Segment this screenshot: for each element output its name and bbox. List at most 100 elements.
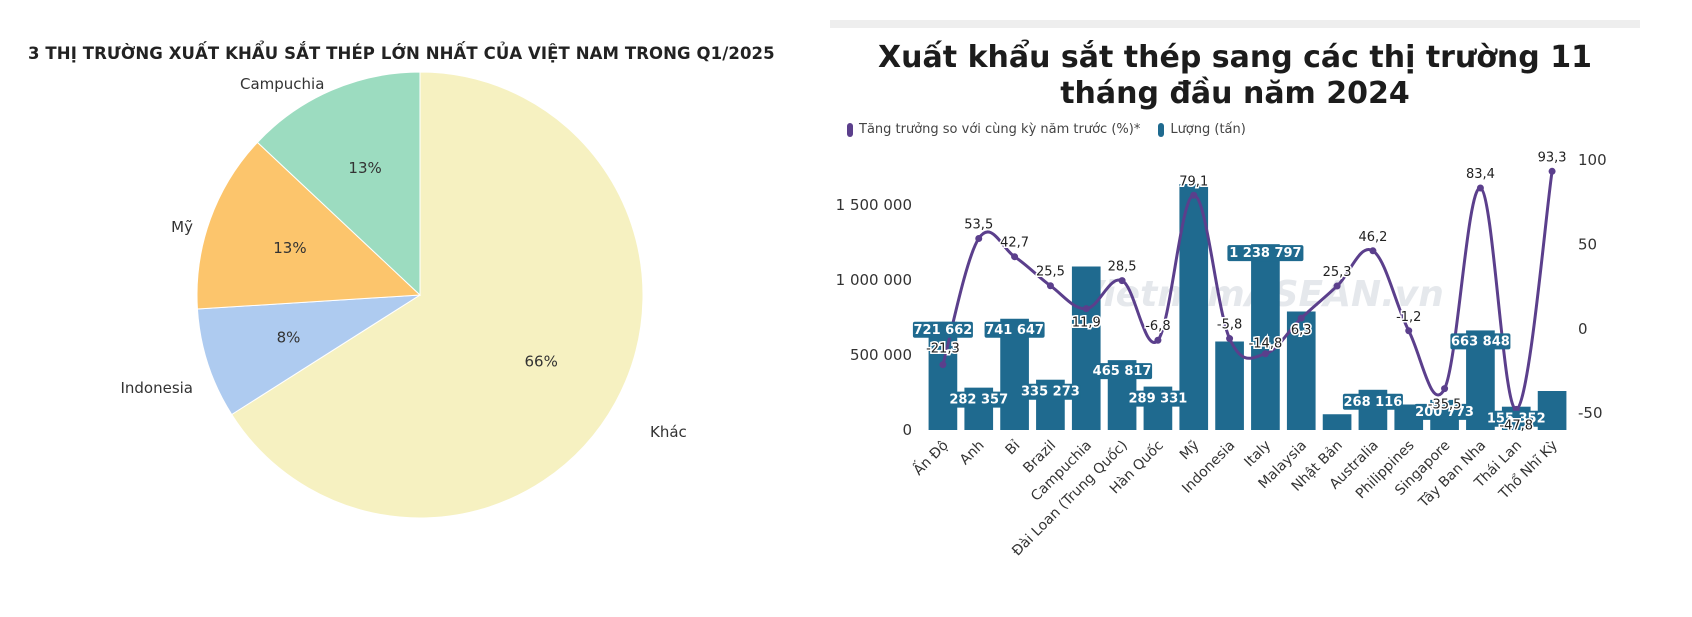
pie-slice-2 [196,141,422,310]
bar-label-bg [912,321,973,338]
y-left-tick-label: 500 000 [850,346,912,364]
pie-percent-label: 66% [524,353,557,371]
growth-value-label: 25,3 [1323,265,1352,280]
x-category-label: Mỹ [1177,438,1203,464]
bar-label-bg [1020,383,1081,400]
bar-value-label-group: 268 116 [1342,393,1403,410]
pie-percent-label: 13% [273,239,306,257]
bar-value-label: 282 357 [949,393,1008,408]
bar-11 [1322,414,1352,430]
pie-percent-label: 13% [348,159,381,177]
y-left-tick-label: 0 [902,421,912,439]
x-category-label: Italy [1241,438,1274,471]
bar-value-label-group: 465 817 [1092,363,1153,380]
legend-label-growth: Tăng trưởng so với cùng kỳ năm trước (%)… [859,122,1141,137]
bar-value-label-group: 282 357 [948,391,1009,408]
y-left-tick-label: 1 500 000 [836,196,912,214]
bar-value-label: 155 352 [1487,412,1546,427]
growth-value-label: 42,7 [1000,236,1029,251]
pie-category-label: Campuchia [240,75,324,93]
growth-point-15 [1476,184,1484,192]
growth-point-5 [1118,277,1126,285]
bar-value-label: 268 116 [1344,395,1403,410]
bar-label-bg [984,321,1045,338]
growth-value-label: -35,5 [1428,398,1462,413]
legend-swatch-volume [1158,122,1165,137]
growth-point-13 [1405,327,1413,335]
bar-line-chart-panel [830,20,1640,617]
panel-top-strip [830,20,1640,28]
bar-0 [928,321,958,430]
growth-value-label: 28,5 [1108,260,1137,275]
growth-value-label: -1,2 [1396,310,1421,325]
y-right-tick-label: 50 [1578,235,1597,253]
growth-point-12 [1369,247,1377,255]
x-category-label: Ấn Độ [908,435,951,478]
pie-category-label: Mỹ [171,218,193,236]
bar-value-label-group: 200 773 [1414,403,1475,420]
growth-point-17 [1548,167,1556,175]
bar-value-label-group: 1 238 797 [1227,245,1304,262]
bar-value-label: 335 273 [1021,385,1080,400]
growth-point-9 [1261,350,1269,358]
bar-label-bg [1414,403,1475,420]
bar-label-bg [948,391,1009,408]
growth-point-11 [1333,282,1341,290]
growth-value-label: 11,9 [1072,316,1101,331]
bar-value-label-group: 155 352 [1486,410,1547,427]
bar-9 [1251,244,1280,430]
bar-label-bg [1227,245,1304,262]
pie-chart-title: 3 THỊ TRƯỜNG XUẤT KHẨU SẮT THÉP LỚN NHẤT… [28,44,775,63]
bar-label-bg [1127,390,1188,407]
y-right-tick-label: 0 [1578,320,1588,338]
bar-label-bg [1092,363,1153,380]
growth-value-label: -6,8 [1145,319,1170,334]
bar-value-label: 289 331 [1129,392,1188,407]
growth-value-label: -47,8 [1499,418,1533,433]
growth-value-label: 79,1 [1179,174,1208,189]
y-left-tick-label: 1 000 000 [836,271,912,289]
bar-value-label-group: 741 647 [984,321,1045,338]
pie-category-label: Indonesia [120,379,193,397]
y-right-tick-label: -50 [1578,404,1603,422]
growth-value-label: -5,8 [1217,318,1242,333]
bar-value-label-group: 289 331 [1127,390,1188,407]
pie-slice-1 [196,294,421,416]
growth-point-8 [1226,335,1234,343]
pie-chart: 66% Khác 8% Indonesia 13% Mỹ 13% Campuchia [120,71,687,519]
x-category-label: Anh [957,438,988,469]
bar-value-label: 1 238 797 [1229,246,1301,261]
pie-percent-label: 8% [277,329,301,347]
growth-point-2 [1011,253,1019,261]
growth-point-3 [1046,282,1054,290]
growth-point-0 [939,361,947,369]
growth-point-6 [1154,336,1162,344]
bar-value-label-group: 721 662 [912,321,973,338]
pie-category-label: Khác [650,423,687,441]
growth-point-10 [1297,314,1305,322]
growth-point-7 [1190,191,1198,199]
growth-point-4 [1082,305,1090,313]
chart-legend: Tăng trưởng so với cùng kỳ năm trước (%)… [847,122,1246,137]
y-right-tick-label: 100 [1578,151,1607,169]
legend-swatch-growth [847,122,853,137]
bar-label-bg [1450,333,1511,350]
growth-point-14 [1441,385,1449,393]
growth-value-label: 83,4 [1466,167,1495,182]
growth-point-1 [975,234,983,242]
bar-label-bg [1342,393,1403,410]
bar-10 [1286,311,1316,430]
bar-4 [1071,266,1101,430]
bar-line-chart-title: Xuất khẩu sắt thép sang các thị trường 1… [878,40,1592,111]
pie-chart-panel: 3 THỊ TRƯỜNG XUẤT KHẨU SẮT THÉP LỚN NHẤT… [0,0,830,617]
bar-label-bg [1486,410,1547,427]
x-category-label: Bỉ [1003,437,1024,458]
pie-slice-3 [256,71,421,297]
bar-value-label: 663 848 [1451,334,1510,349]
growth-value-label: 93,3 [1538,150,1567,165]
growth-value-label: -14,8 [1249,337,1283,352]
growth-value-label: 46,2 [1358,230,1387,245]
bar-7 [1179,184,1209,430]
growth-value-label: 6,3 [1291,323,1312,338]
